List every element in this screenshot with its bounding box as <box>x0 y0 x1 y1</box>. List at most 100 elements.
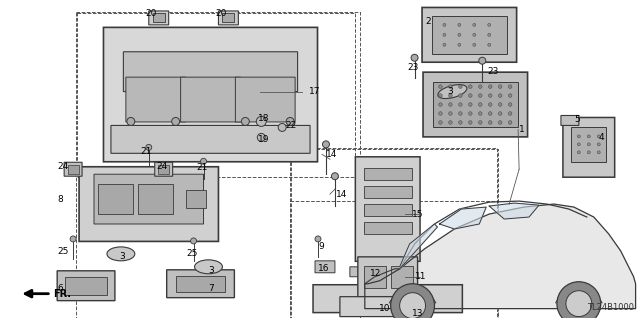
Circle shape <box>597 151 600 154</box>
Circle shape <box>438 121 442 124</box>
Bar <box>572 127 606 162</box>
Bar <box>223 13 234 22</box>
Circle shape <box>597 143 600 146</box>
Bar <box>186 190 205 208</box>
Text: 12: 12 <box>370 269 381 278</box>
Circle shape <box>70 236 76 242</box>
FancyBboxPatch shape <box>148 11 169 25</box>
Bar <box>290 149 498 319</box>
Circle shape <box>390 284 435 319</box>
Circle shape <box>332 173 339 180</box>
FancyBboxPatch shape <box>124 52 298 92</box>
Circle shape <box>458 43 461 46</box>
Circle shape <box>479 85 482 88</box>
Circle shape <box>443 33 446 36</box>
Text: 3: 3 <box>209 266 214 275</box>
Circle shape <box>488 112 492 115</box>
Text: TL24B1000: TL24B1000 <box>587 303 634 312</box>
Circle shape <box>479 112 482 115</box>
FancyBboxPatch shape <box>166 270 234 298</box>
Circle shape <box>449 85 452 88</box>
Circle shape <box>588 135 590 138</box>
Circle shape <box>200 158 207 164</box>
Text: 25: 25 <box>57 247 68 256</box>
Circle shape <box>479 103 482 106</box>
Bar <box>99 184 133 214</box>
Circle shape <box>468 85 472 88</box>
Circle shape <box>508 121 512 124</box>
Text: 8: 8 <box>57 195 63 204</box>
Ellipse shape <box>195 260 223 274</box>
Circle shape <box>473 23 476 26</box>
Bar <box>364 266 386 288</box>
Circle shape <box>459 112 462 115</box>
Circle shape <box>508 85 512 88</box>
Bar <box>175 276 225 292</box>
Circle shape <box>479 57 486 64</box>
Text: 21: 21 <box>196 163 208 172</box>
Circle shape <box>488 121 492 124</box>
FancyBboxPatch shape <box>313 285 462 313</box>
Text: 14: 14 <box>336 189 348 199</box>
FancyBboxPatch shape <box>104 27 317 162</box>
FancyBboxPatch shape <box>57 271 115 300</box>
Circle shape <box>499 94 502 97</box>
Text: 5: 5 <box>574 115 580 124</box>
Text: 7: 7 <box>209 284 214 293</box>
Text: 14: 14 <box>326 150 337 159</box>
Bar <box>198 263 218 271</box>
Circle shape <box>557 282 601 319</box>
FancyBboxPatch shape <box>218 11 238 25</box>
Circle shape <box>479 94 482 97</box>
Text: 19: 19 <box>259 135 270 144</box>
Circle shape <box>488 103 492 106</box>
Text: 25: 25 <box>187 249 198 258</box>
Text: 3: 3 <box>447 87 453 96</box>
Bar <box>432 16 507 54</box>
Bar <box>290 201 498 319</box>
FancyBboxPatch shape <box>126 77 186 122</box>
Bar <box>364 222 412 234</box>
FancyBboxPatch shape <box>111 125 310 153</box>
Text: 17: 17 <box>309 87 321 96</box>
Circle shape <box>146 145 152 150</box>
Ellipse shape <box>438 85 467 99</box>
FancyBboxPatch shape <box>236 77 295 122</box>
Bar <box>77 13 355 177</box>
Circle shape <box>473 43 476 46</box>
FancyBboxPatch shape <box>358 257 417 297</box>
Circle shape <box>257 133 265 141</box>
Circle shape <box>438 85 442 88</box>
FancyBboxPatch shape <box>561 115 579 125</box>
Circle shape <box>468 103 472 106</box>
Bar <box>111 250 131 258</box>
Circle shape <box>443 43 446 46</box>
Circle shape <box>499 112 502 115</box>
Bar <box>138 184 173 214</box>
Bar <box>433 82 518 127</box>
FancyBboxPatch shape <box>350 267 366 277</box>
Circle shape <box>473 33 476 36</box>
Circle shape <box>286 117 294 125</box>
Circle shape <box>597 135 600 138</box>
Ellipse shape <box>107 247 135 261</box>
Circle shape <box>449 103 452 106</box>
Circle shape <box>278 123 286 131</box>
Text: 21: 21 <box>141 147 152 156</box>
Bar <box>390 266 413 288</box>
Bar <box>291 148 497 319</box>
Bar <box>153 13 164 22</box>
Circle shape <box>449 112 452 115</box>
Circle shape <box>449 94 452 97</box>
Polygon shape <box>365 204 636 308</box>
Circle shape <box>577 135 580 138</box>
Circle shape <box>577 143 580 146</box>
Text: 23: 23 <box>408 63 419 72</box>
Circle shape <box>577 151 580 154</box>
Text: 20: 20 <box>146 10 157 19</box>
Circle shape <box>588 143 590 146</box>
Text: 22: 22 <box>285 121 296 130</box>
Circle shape <box>438 112 442 115</box>
Circle shape <box>488 85 492 88</box>
Text: 6: 6 <box>57 284 63 293</box>
